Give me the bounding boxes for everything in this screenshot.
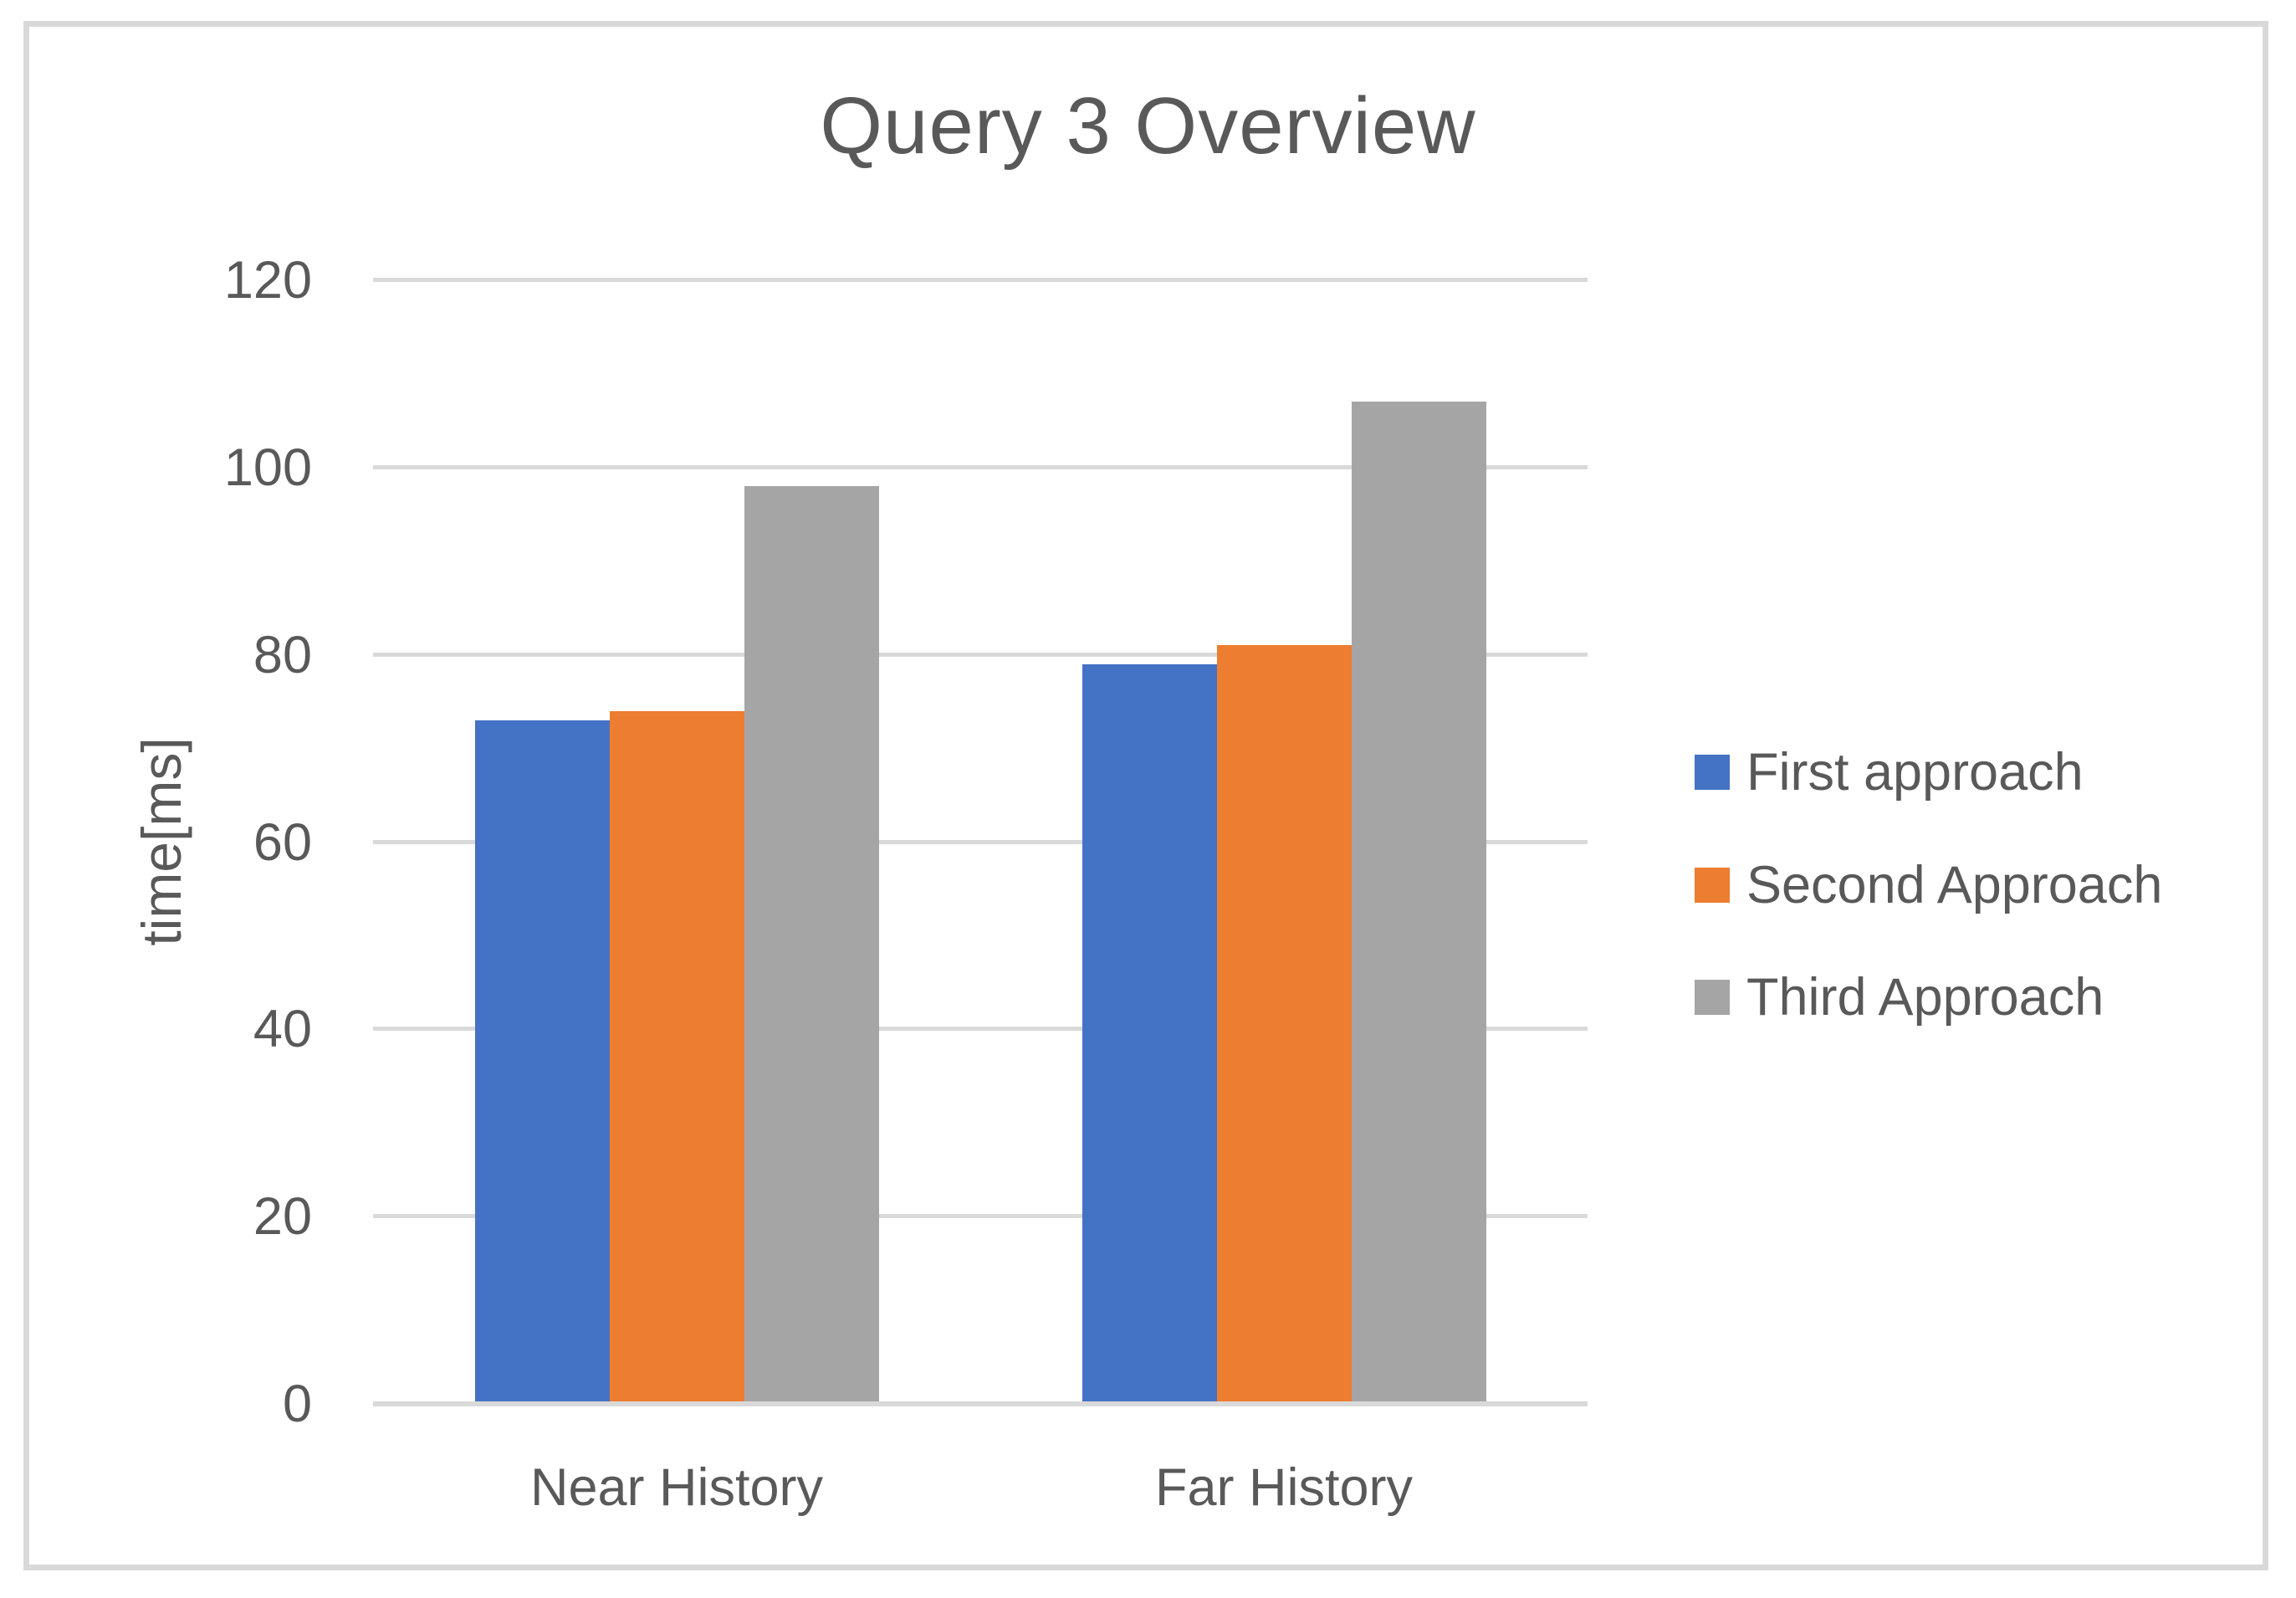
gridline-120 xyxy=(373,278,1588,282)
y-tick-label-20: 20 xyxy=(253,1187,312,1247)
legend-label: Second Approach xyxy=(1746,855,2163,914)
bar-first-approach-far-history xyxy=(1082,663,1217,1401)
x-category-label-near-history: Near History xyxy=(529,1458,824,1517)
y-tick-label-80: 80 xyxy=(253,625,312,684)
legend-label: First approach xyxy=(1746,743,2084,802)
gridline-80 xyxy=(373,652,1588,657)
legend-item-second-approach: Second Approach xyxy=(1695,855,2163,914)
legend-label: Third Approach xyxy=(1746,968,2104,1027)
legend-item-third-approach: Third Approach xyxy=(1695,968,2104,1027)
legend-swatch-first-approach xyxy=(1695,755,1730,790)
y-tick-label-40: 40 xyxy=(253,1000,312,1059)
bar-third-approach-far-history xyxy=(1351,402,1486,1401)
y-tick-label-120: 120 xyxy=(223,251,312,310)
gridline-20 xyxy=(373,1214,1588,1219)
legend-swatch-second-approach xyxy=(1695,867,1730,903)
gridline-40 xyxy=(373,1027,1588,1032)
x-category-label-far-history: Far History xyxy=(1154,1458,1414,1517)
bar-first-approach-near-history xyxy=(474,720,610,1401)
chart-title: Query 3 Overview xyxy=(820,81,1476,171)
bar-second-approach-far-history xyxy=(1216,645,1352,1401)
y-tick-label-0: 0 xyxy=(282,1375,312,1433)
bar-second-approach-near-history xyxy=(609,710,744,1401)
y-tick-label-100: 100 xyxy=(223,438,312,497)
x-axis-line xyxy=(373,1401,1588,1406)
chart-frame-border xyxy=(23,21,2268,1570)
gridline-60 xyxy=(373,839,1588,844)
legend-item-first-approach: First approach xyxy=(1695,743,2084,802)
y-tick-label-60: 60 xyxy=(253,812,312,872)
gridline-100 xyxy=(373,464,1588,469)
bar-third-approach-near-history xyxy=(744,486,879,1401)
legend-swatch-third-approach xyxy=(1695,980,1730,1015)
